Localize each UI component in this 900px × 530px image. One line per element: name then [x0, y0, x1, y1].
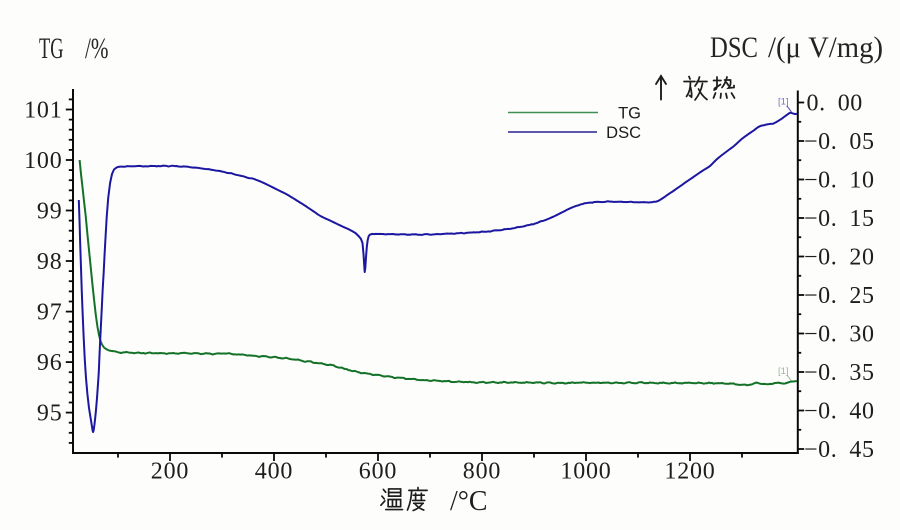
- svg-text:96: 96: [37, 350, 63, 376]
- svg-text:TG: TG: [39, 32, 64, 65]
- svg-text:−0. 15: −0. 15: [804, 206, 875, 232]
- svg-text:1200: 1200: [664, 459, 715, 485]
- svg-text:400: 400: [255, 459, 293, 485]
- svg-text:−0. 05: −0. 05: [804, 129, 875, 155]
- svg-text:−0. 10: −0. 10: [804, 168, 875, 194]
- svg-text:−0. 40: −0. 40: [804, 399, 875, 425]
- svg-text:100: 100: [24, 148, 62, 174]
- svg-text:/(μ V/mg): /(μ V/mg): [768, 31, 883, 64]
- svg-text:/%: /%: [85, 32, 109, 65]
- svg-text:TG: TG: [618, 104, 641, 122]
- svg-text:600: 600: [359, 459, 397, 485]
- svg-text:[1]: [1]: [778, 97, 789, 108]
- svg-text:99: 99: [37, 199, 63, 225]
- svg-text:95: 95: [37, 401, 63, 427]
- svg-text:97: 97: [37, 300, 63, 326]
- svg-text:−0. 35: −0. 35: [804, 360, 875, 386]
- svg-text:−0. 25: −0. 25: [804, 283, 875, 309]
- svg-text:−0. 30: −0. 30: [804, 322, 875, 348]
- svg-text:98: 98: [37, 249, 63, 275]
- svg-text:DSC: DSC: [606, 124, 641, 142]
- svg-text:1000: 1000: [560, 459, 611, 485]
- svg-text:800: 800: [463, 459, 501, 485]
- svg-text:DSC: DSC: [710, 31, 758, 64]
- svg-text:0. 00: 0. 00: [807, 91, 863, 117]
- svg-text:−0. 20: −0. 20: [804, 245, 875, 271]
- svg-text:200: 200: [151, 459, 189, 485]
- svg-text:101: 101: [24, 98, 62, 124]
- svg-text:−0. 45: −0. 45: [804, 437, 875, 463]
- svg-text:[1]: [1]: [778, 366, 789, 377]
- svg-text:/°C: /°C: [450, 485, 488, 517]
